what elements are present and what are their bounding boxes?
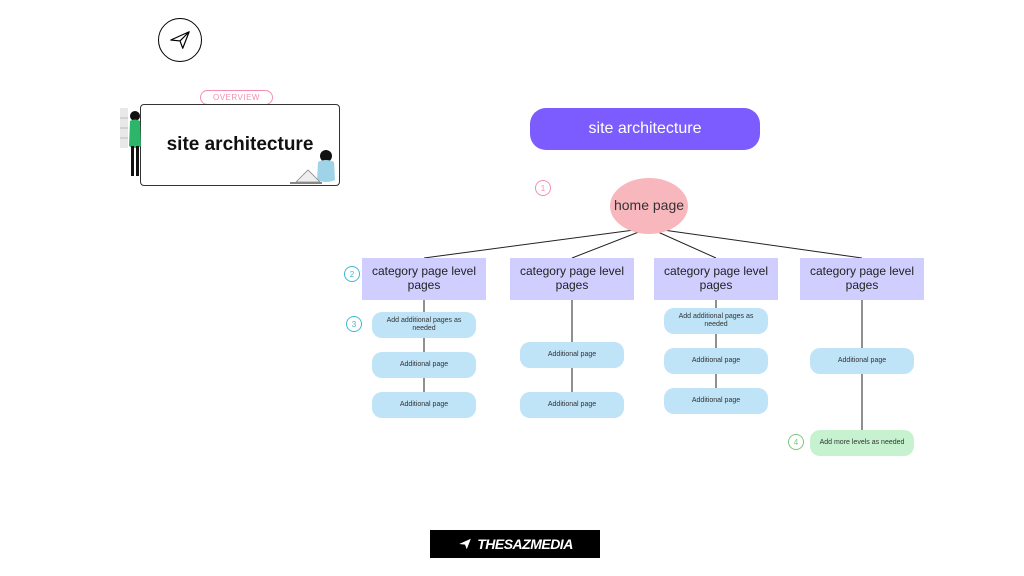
footer-text: THESAZMEDIA bbox=[477, 536, 573, 552]
person-right-illustration bbox=[288, 148, 348, 194]
category-node: category page level pages bbox=[510, 258, 634, 300]
home-node: home page bbox=[610, 178, 688, 234]
person-left-illustration bbox=[118, 106, 144, 184]
sub-page-node: Additional page bbox=[664, 388, 768, 414]
overview-badge: OVERVIEW bbox=[200, 90, 273, 105]
sub-page-node: Additional page bbox=[810, 348, 914, 374]
home-node-label: home page bbox=[614, 198, 684, 213]
step-badge: 3 bbox=[346, 316, 362, 332]
sub-page-node: Additional page bbox=[664, 348, 768, 374]
extra-level-node: Add more levels as needed bbox=[810, 430, 914, 456]
sub-page-node: Additional page bbox=[372, 352, 476, 378]
sub-page-node: Add additional pages as needed bbox=[372, 312, 476, 338]
paper-plane-logo bbox=[158, 18, 202, 62]
category-node: category page level pages bbox=[362, 258, 486, 300]
step-badge: 1 bbox=[535, 180, 551, 196]
sub-page-node: Add additional pages as needed bbox=[664, 308, 768, 334]
sub-page-node: Additional page bbox=[520, 342, 624, 368]
paper-plane-icon bbox=[169, 29, 191, 51]
paper-plane-icon bbox=[457, 537, 473, 551]
sub-page-node: Additional page bbox=[520, 392, 624, 418]
extra-level-label: Add more levels as needed bbox=[820, 439, 905, 447]
step-badge: 2 bbox=[344, 266, 360, 282]
category-node: category page level pages bbox=[654, 258, 778, 300]
diagram-header-label: site architecture bbox=[589, 120, 702, 138]
sub-page-node: Additional page bbox=[372, 392, 476, 418]
step-badge: 4 bbox=[788, 434, 804, 450]
footer-logo: THESAZMEDIA bbox=[430, 530, 600, 558]
diagram-header: site architecture bbox=[530, 108, 760, 150]
category-node: category page level pages bbox=[800, 258, 924, 300]
